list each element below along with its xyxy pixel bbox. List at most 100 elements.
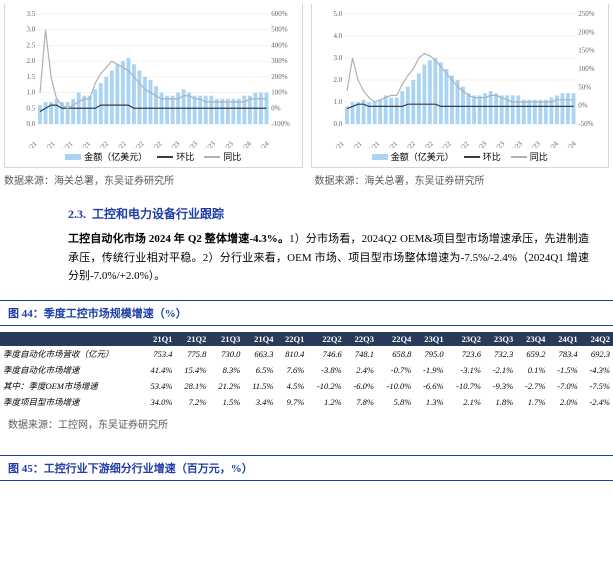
svg-text:Apr/21: Apr/21 — [37, 139, 57, 148]
svg-text:Jan/21: Jan/21 — [20, 139, 39, 148]
table-cell: -4.3% — [581, 362, 613, 378]
svg-text:Apr/23: Apr/23 — [180, 139, 200, 148]
table-cell: -10.2% — [307, 378, 344, 394]
table-header-cell: 23Q3 — [484, 332, 516, 346]
table-cell: 34.0% — [141, 394, 175, 410]
table-cell: 其中：季度OEM市场增速 — [0, 378, 141, 394]
table-cell: 795.0 — [414, 346, 446, 362]
table-header-cell: 22Q4 — [377, 332, 414, 346]
table-cell: 1.8% — [484, 394, 516, 410]
svg-text:Jan/23: Jan/23 — [163, 139, 182, 148]
table-header-cell: 21Q4 — [243, 332, 276, 346]
table-row: 季度自动化市场增速41.4%15.4%8.3%6.5%7.6%-3.8%2.4%… — [0, 362, 613, 378]
svg-text:500%: 500% — [271, 26, 288, 34]
table-cell: -7.5% — [581, 378, 613, 394]
svg-text:-50%: -50% — [578, 120, 593, 128]
svg-text:Jan/22: Jan/22 — [398, 139, 417, 148]
table-cell: -0.7% — [377, 362, 414, 378]
table-cell: 1.3% — [414, 394, 446, 410]
table-row: 其中：季度OEM市场增速53.4%28.1%21.2%11.5%4.5%-10.… — [0, 378, 613, 394]
svg-text:600%: 600% — [271, 10, 288, 18]
svg-text:400%: 400% — [271, 41, 288, 49]
legend-a-2: 同比 — [223, 150, 241, 163]
svg-text:1.5: 1.5 — [27, 73, 36, 81]
legend-b-1: 环比 — [483, 150, 501, 163]
chart-a-legend: 金额（亿美元） 环比 同比 — [7, 150, 300, 163]
table-cell: 732.3 — [484, 346, 516, 362]
svg-text:2.0: 2.0 — [333, 76, 342, 84]
table-cell: 746.6 — [307, 346, 344, 362]
svg-text:Apr/23: Apr/23 — [486, 139, 506, 148]
svg-text:3.0: 3.0 — [27, 26, 36, 34]
table-cell: 5.8% — [377, 394, 414, 410]
svg-text:Jan/24: Jan/24 — [541, 139, 560, 148]
table-cell: 659.2 — [516, 346, 548, 362]
svg-text:200%: 200% — [578, 28, 595, 36]
table-header-cell: 24Q2 — [581, 332, 613, 346]
svg-text:Jul/22: Jul/22 — [434, 139, 452, 148]
svg-text:250%: 250% — [578, 10, 595, 18]
table-cell: 41.4% — [141, 362, 175, 378]
chart-b-legend: 金额（亿美元） 环比 同比 — [314, 150, 607, 163]
table-cell: -2.4% — [581, 394, 613, 410]
svg-text:Apr/24: Apr/24 — [557, 139, 577, 148]
body-paragraph: 工控自动化市场 2024 年 Q2 整体增速-4.3%。1）分市场看，2024Q… — [0, 230, 613, 286]
table-header-cell: 24Q1 — [548, 332, 580, 346]
table-cell: 783.4 — [548, 346, 580, 362]
svg-text:2.0: 2.0 — [27, 57, 36, 65]
table-cell: 28.1% — [175, 378, 209, 394]
table-header-cell: 22Q3 — [345, 332, 377, 346]
table-cell: 53.4% — [141, 378, 175, 394]
svg-text:Apr/22: Apr/22 — [415, 139, 435, 148]
svg-text:Jul/21: Jul/21 — [57, 139, 75, 148]
svg-text:5.0: 5.0 — [333, 10, 342, 18]
svg-text:3.5: 3.5 — [27, 10, 36, 18]
table-cell: -3.1% — [447, 362, 484, 378]
table-source: 数据来源：工控网，东吴证券研究所 — [0, 410, 613, 441]
svg-text:Apr/22: Apr/22 — [108, 139, 128, 148]
table-cell: 9.7% — [277, 394, 308, 410]
table-cell: -10.7% — [447, 378, 484, 394]
source-b: 数据来源：海关总署，东吴证券研究所 — [311, 168, 613, 197]
table-cell: 7.8% — [345, 394, 377, 410]
svg-text:Jan/21: Jan/21 — [327, 139, 346, 148]
svg-text:1.0: 1.0 — [333, 98, 342, 106]
table-cell: 15.4% — [175, 362, 209, 378]
svg-text:0%: 0% — [271, 104, 281, 112]
fig44-title: 图 44：季度工控市场规模增速（%） — [0, 300, 613, 326]
table-cell: 810.4 — [277, 346, 308, 362]
svg-text:0.0: 0.0 — [27, 120, 36, 128]
table-header-cell: 21Q3 — [209, 332, 243, 346]
table-cell: 753.4 — [141, 346, 175, 362]
svg-text:Oct/22: Oct/22 — [144, 139, 163, 148]
svg-text:200%: 200% — [271, 73, 288, 81]
fig45-title: 图 45：工控行业下游细分行业增速（百万元，%） — [0, 455, 613, 481]
svg-text:Jul/22: Jul/22 — [128, 139, 146, 148]
svg-text:Oct/21: Oct/21 — [380, 139, 399, 148]
svg-text:2.5: 2.5 — [27, 41, 36, 49]
table-cell: -3.8% — [307, 362, 344, 378]
svg-text:0%: 0% — [578, 102, 588, 110]
svg-text:Jul/23: Jul/23 — [506, 139, 524, 148]
table-header-cell: 22Q1 — [277, 332, 308, 346]
svg-text:Apr/21: Apr/21 — [343, 139, 363, 148]
svg-text:Jul/23: Jul/23 — [199, 139, 217, 148]
table-cell: -6.0% — [345, 378, 377, 394]
legend-b-2: 同比 — [530, 150, 548, 163]
table-header-cell — [0, 332, 141, 346]
svg-text:Oct/22: Oct/22 — [451, 139, 470, 148]
legend-b-0: 金额（亿美元） — [391, 150, 454, 163]
chart-panel-right: 0.01.02.03.04.05.0-50%0%50%100%150%200%2… — [311, 4, 610, 168]
table-cell: 692.3 — [581, 346, 613, 362]
svg-text:Oct/23: Oct/23 — [522, 139, 541, 148]
table-fig44: 21Q121Q221Q321Q422Q122Q222Q322Q423Q123Q2… — [0, 332, 613, 410]
table-cell: 730.0 — [209, 346, 243, 362]
table-cell: 季度自动化市场增速 — [0, 362, 141, 378]
svg-text:0.5: 0.5 — [27, 104, 36, 112]
source-a: 数据来源：海关总署，东吴证券研究所 — [0, 168, 303, 197]
table-cell: 7.2% — [175, 394, 209, 410]
svg-text:100%: 100% — [578, 65, 595, 73]
svg-text:Oct/23: Oct/23 — [216, 139, 235, 148]
svg-text:-100%: -100% — [271, 120, 290, 128]
table-header-cell: 23Q4 — [516, 332, 548, 346]
